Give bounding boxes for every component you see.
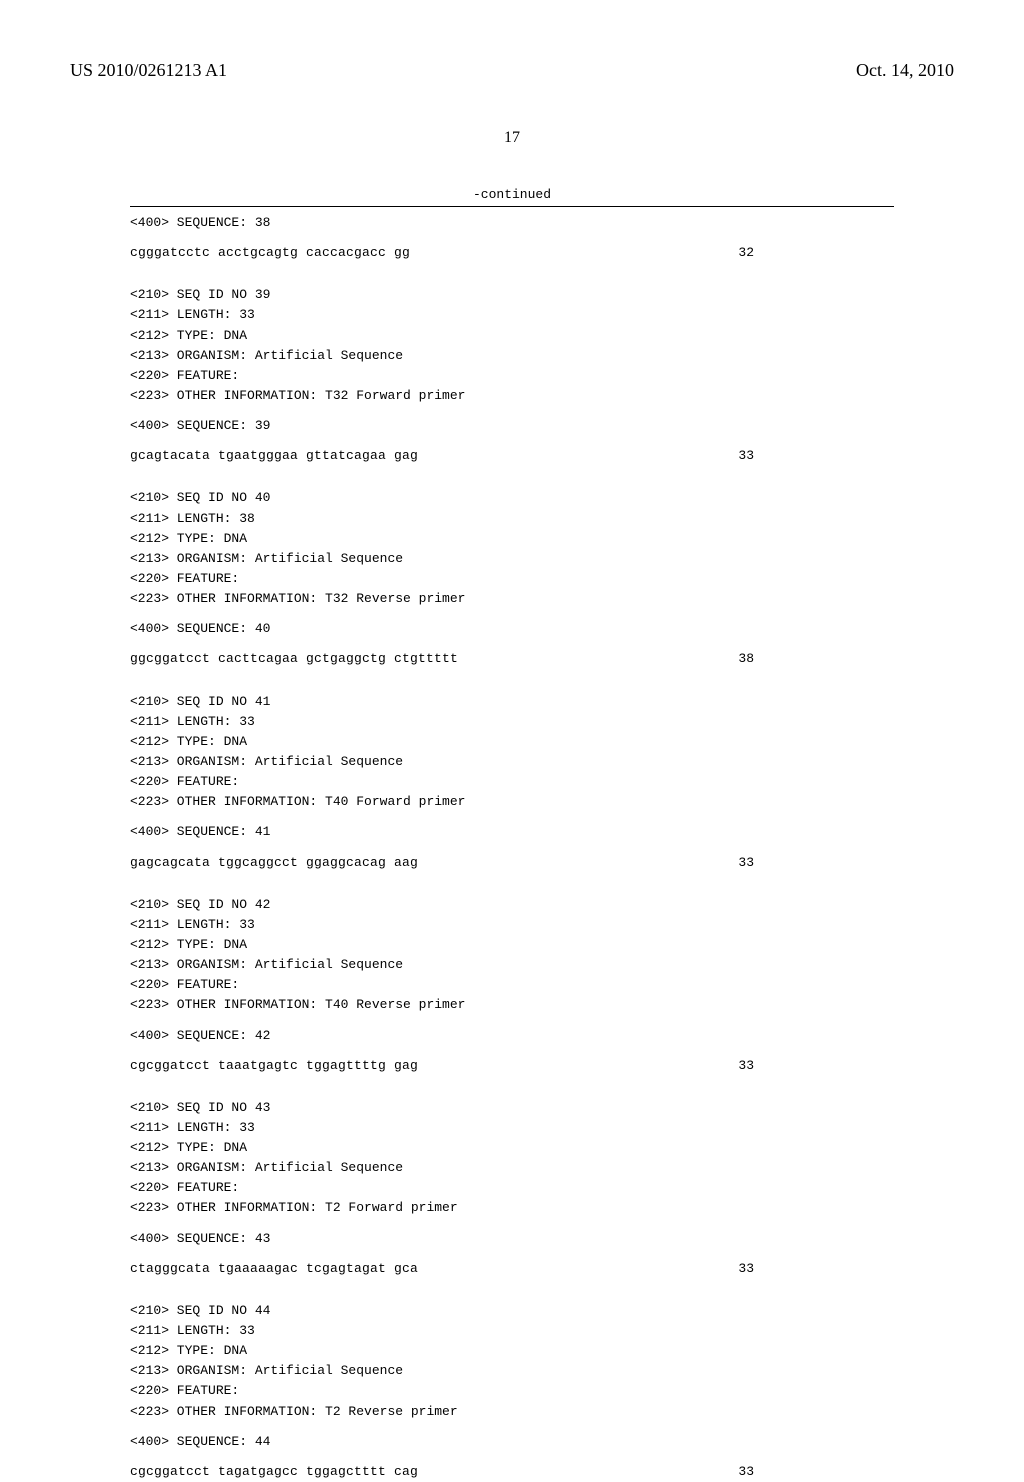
sequence-meta: <210> SEQ ID NO 44 <211> LENGTH: 33 <212…	[130, 1301, 894, 1422]
sequence-text: ggcggatcct cacttcagaa gctgaggctg ctgtttt…	[130, 649, 458, 669]
sequence-text: ctagggcata tgaaaaagac tcgagtagat gca	[130, 1259, 418, 1279]
sequence-line: gcagtacata tgaatgggaa gttatcagaa gag 33	[130, 446, 894, 466]
sequence-length: 33	[698, 1259, 754, 1279]
sequence-meta: <210> SEQ ID NO 39 <211> LENGTH: 33 <212…	[130, 285, 894, 406]
sequence-entry: <210> SEQ ID NO 44 <211> LENGTH: 33 <212…	[130, 1301, 894, 1482]
sequence-entry: <400> SEQUENCE: 38 cgggatcctc acctgcagtg…	[130, 213, 894, 263]
sequence-line: cgcggatcct tagatgagcc tggagctttt cag 33	[130, 1462, 894, 1482]
sequence-header: <400> SEQUENCE: 38	[130, 213, 894, 233]
page-container: US 2010/0261213 A1 Oct. 14, 2010 17 -con…	[0, 0, 1024, 1320]
sequence-line: cgcggatcct taaatgagtc tggagttttg gag 33	[130, 1056, 894, 1076]
publication-date: Oct. 14, 2010	[856, 60, 954, 81]
sequence-header: <400> SEQUENCE: 42	[130, 1026, 894, 1046]
sequence-length: 33	[698, 1462, 754, 1482]
sequence-text: cgggatcctc acctgcagtg caccacgacc gg	[130, 243, 410, 263]
sequence-entry: <210> SEQ ID NO 39 <211> LENGTH: 33 <212…	[130, 285, 894, 466]
page-header: US 2010/0261213 A1 Oct. 14, 2010	[70, 60, 954, 81]
sequence-text: cgcggatcct tagatgagcc tggagctttt cag	[130, 1462, 418, 1482]
sequence-listing: <400> SEQUENCE: 38 cgggatcctc acctgcagtg…	[130, 206, 894, 1482]
sequence-line: ctagggcata tgaaaaagac tcgagtagat gca 33	[130, 1259, 894, 1279]
sequence-header: <400> SEQUENCE: 44	[130, 1432, 894, 1452]
continued-label: -continued	[70, 187, 954, 202]
sequence-header: <400> SEQUENCE: 39	[130, 416, 894, 436]
sequence-meta: <210> SEQ ID NO 40 <211> LENGTH: 38 <212…	[130, 488, 894, 609]
sequence-length: 33	[698, 446, 754, 466]
sequence-text: cgcggatcct taaatgagtc tggagttttg gag	[130, 1056, 418, 1076]
page-number: 17	[70, 129, 954, 147]
sequence-entry: <210> SEQ ID NO 43 <211> LENGTH: 33 <212…	[130, 1098, 894, 1279]
sequence-length: 32	[698, 243, 754, 263]
sequence-entry: <210> SEQ ID NO 42 <211> LENGTH: 33 <212…	[130, 895, 894, 1076]
sequence-header: <400> SEQUENCE: 40	[130, 619, 894, 639]
sequence-entry: <210> SEQ ID NO 41 <211> LENGTH: 33 <212…	[130, 692, 894, 873]
sequence-header: <400> SEQUENCE: 43	[130, 1229, 894, 1249]
sequence-meta: <210> SEQ ID NO 42 <211> LENGTH: 33 <212…	[130, 895, 894, 1016]
sequence-length: 33	[698, 853, 754, 873]
sequence-meta: <210> SEQ ID NO 41 <211> LENGTH: 33 <212…	[130, 692, 894, 813]
sequence-length: 38	[698, 649, 754, 669]
sequence-meta: <210> SEQ ID NO 43 <211> LENGTH: 33 <212…	[130, 1098, 894, 1219]
sequence-length: 33	[698, 1056, 754, 1076]
sequence-line: gagcagcata tggcaggcct ggaggcacag aag 33	[130, 853, 894, 873]
sequence-line: ggcggatcct cacttcagaa gctgaggctg ctgtttt…	[130, 649, 894, 669]
sequence-line: cgggatcctc acctgcagtg caccacgacc gg 32	[130, 243, 894, 263]
sequence-text: gagcagcata tggcaggcct ggaggcacag aag	[130, 853, 418, 873]
sequence-entry: <210> SEQ ID NO 40 <211> LENGTH: 38 <212…	[130, 488, 894, 669]
sequence-header: <400> SEQUENCE: 41	[130, 822, 894, 842]
publication-number: US 2010/0261213 A1	[70, 60, 227, 81]
sequence-text: gcagtacata tgaatgggaa gttatcagaa gag	[130, 446, 418, 466]
